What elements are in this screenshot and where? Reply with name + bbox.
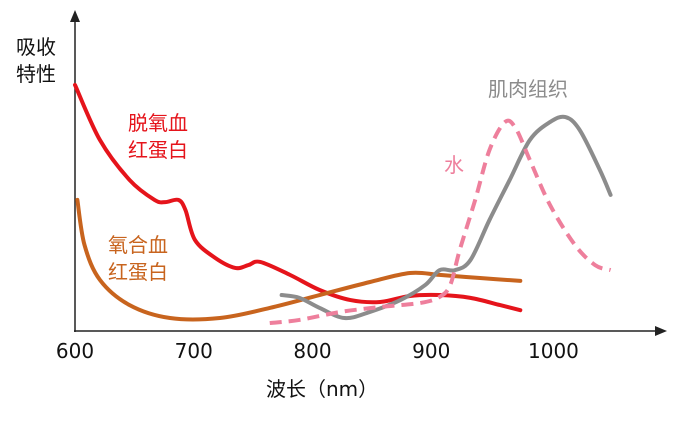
x-tick-label: 600 [55,339,95,363]
series-line-3 [269,118,612,326]
y-label-line: 吸收 [16,35,56,59]
legend-oxy-hemoglobin: 氧合血 红蛋白 [108,232,168,286]
series-line-2 [279,114,613,321]
x-axis-arrow [655,326,667,336]
y-axis-arrow [70,10,80,22]
y-label-line: 特性 [16,62,56,86]
legend-deoxy-hemoglobin: 脱氧血 红蛋白 [128,110,188,164]
x-tick-label: 1000 [528,339,579,363]
legend-water: 水 [444,153,464,177]
legend-muscle-tissue: 肌肉组织 [488,77,568,101]
series-label: 红蛋白 [128,138,188,162]
y-axis-label: 吸收 特性 [16,34,56,88]
series-label: 红蛋白 [108,260,168,284]
x-tick-label: 700 [174,339,213,363]
x-axis-label: 波长（nm） [266,377,379,401]
series-label: 氧合血 [108,233,168,257]
series-line-1 [75,197,523,322]
series-label: 脱氧血 [128,111,188,135]
series-line-0 [73,82,523,313]
x-tick-label: 900 [412,339,451,363]
x-tick-label: 800 [293,339,332,363]
